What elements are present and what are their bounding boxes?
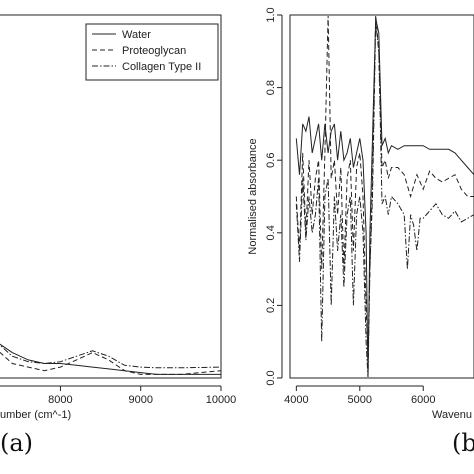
x-tick-label: 5000 <box>348 394 372 406</box>
y-tick-label: 1.0 <box>265 7 277 22</box>
series-line-collagen-type-ii <box>295 22 474 377</box>
x-tick-label: 10000 <box>206 394 237 406</box>
panel-a: 70008000900010000umber (cm^-1)(a)WaterPr… <box>0 14 237 457</box>
series-line-proteoglycan <box>0 351 221 375</box>
series-line-water <box>295 18 474 377</box>
x-tick-label: 6000 <box>411 394 435 406</box>
panel-b: 4000 5000 6000 0.0 0.2 0.4 0.6 0.8 1.0 Wavenu Norm… <box>247 7 474 457</box>
x-tick-label: 9000 <box>128 394 152 406</box>
series-group <box>295 16 474 377</box>
series-line-proteoglycan <box>295 16 474 360</box>
legend-entry-label: Collagen Type II <box>122 61 201 73</box>
legend-entry-label: Water <box>122 29 151 41</box>
y-tick-label: 0.4 <box>265 225 277 240</box>
x-axis-label: umber (cm^-1) <box>0 409 71 421</box>
x-tick-label: 8000 <box>48 394 72 406</box>
y-axis-label: Normalised absorbance <box>247 138 259 254</box>
plot-frame <box>289 14 474 379</box>
x-tick-label: 4000 <box>284 394 308 406</box>
legend-entry-label: Proteoglycan <box>122 45 186 57</box>
legend: Water Proteoglycan Collagen Type II <box>85 23 219 81</box>
plot-frame <box>0 14 222 379</box>
series-line-collagen-type-ii <box>0 344 221 369</box>
panel-label: (a) <box>0 429 33 457</box>
y-tick-label: 0.6 <box>265 153 277 168</box>
y-tick-label: 0.8 <box>265 80 277 95</box>
series-line-water <box>0 343 221 375</box>
y-tick-label: 0.2 <box>265 298 277 313</box>
y-tick-label: 0.0 <box>265 370 277 385</box>
panel-label: (b <box>452 429 474 457</box>
x-axis-label: Wavenu <box>432 409 472 421</box>
series-group <box>0 343 221 375</box>
legend-box <box>85 23 219 81</box>
